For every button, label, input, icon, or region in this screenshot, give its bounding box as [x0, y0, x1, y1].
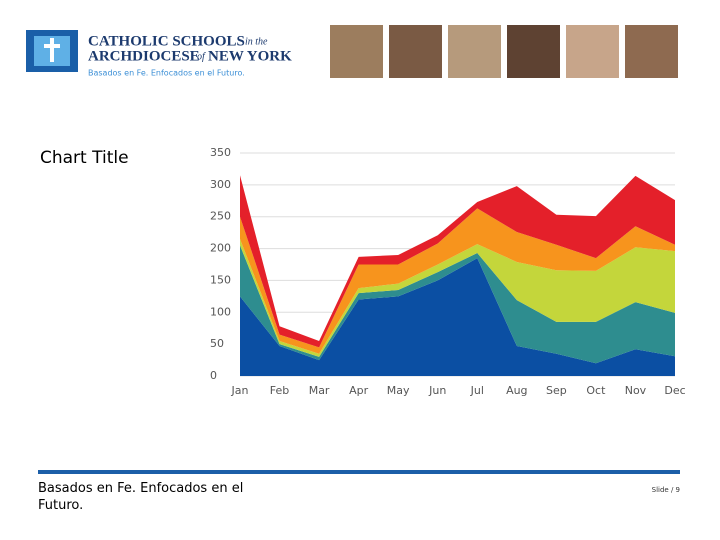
area: [240, 245, 675, 364]
y-tick-label: 0: [210, 369, 217, 382]
y-tick-label: 350: [210, 146, 231, 159]
y-tick-label: 50: [210, 337, 224, 350]
y-tick-label: 100: [210, 305, 231, 318]
logo-small: of: [197, 51, 206, 62]
photos: [330, 25, 678, 78]
x-tick-label: Aug: [506, 384, 527, 397]
y-tick-label: 250: [210, 210, 231, 223]
logo-cross: [44, 38, 60, 62]
area: [240, 239, 675, 357]
footer-tagline: Basados en Fe. Enfocados en el Futuro.: [38, 481, 243, 513]
logo-line2: ARCHDIOCESE: [88, 48, 200, 64]
logo-small: in the: [245, 36, 268, 47]
logo-tagline: Basados en Fe. Enfocados en el Futuro.: [88, 69, 245, 78]
footer-rule: [38, 470, 680, 474]
plot: 0 50 100 150 200 250 300 350 Jan Feb Mar Apr May Jun J…: [210, 146, 686, 397]
photo: [566, 25, 619, 78]
x-tick-label: Jan: [231, 384, 249, 397]
x-tick-label: Nov: [625, 384, 647, 397]
x-tick-label: Oct: [586, 384, 606, 397]
photo: [507, 25, 560, 78]
area: [240, 208, 675, 354]
photo: [625, 25, 678, 78]
area: [240, 258, 675, 376]
x-tick-label: Feb: [270, 384, 289, 397]
area: [240, 175, 675, 348]
logo-line1: CATHOLIC SCHOOLS: [88, 33, 245, 49]
x-tick-label: Mar: [309, 384, 330, 397]
x-tick-label: Dec: [664, 384, 685, 397]
x-tick-label: Jul: [470, 384, 484, 397]
x-tick-label: Apr: [349, 384, 369, 397]
logo: CATHOLIC SCHOOLS in the ARCHDIOCESE of N…: [26, 30, 292, 78]
photo: [330, 25, 383, 78]
chart-title: Chart Title: [40, 148, 129, 168]
logo-line2-end: NEW YORK: [208, 48, 292, 64]
x-tick-label: Sep: [546, 384, 567, 397]
photo: [448, 25, 501, 78]
photo: [389, 25, 442, 78]
y-tick-label: 300: [210, 178, 231, 191]
x-tick-label: May: [387, 384, 410, 397]
slide-number: Slide / 9: [652, 486, 680, 494]
y-tick-label: 150: [210, 273, 231, 286]
x-tick-label: Jun: [428, 384, 446, 397]
y-tick-label: 200: [210, 242, 231, 255]
